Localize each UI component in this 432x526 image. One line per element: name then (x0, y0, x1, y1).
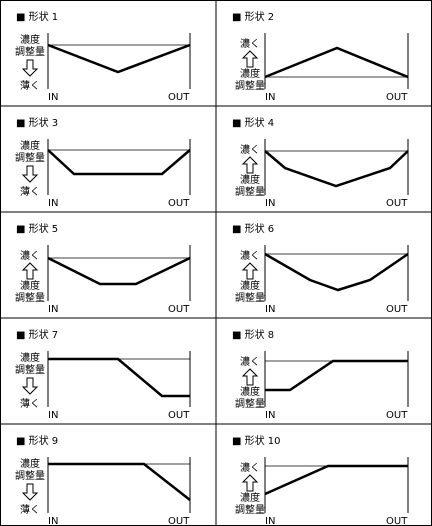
shape-line (264, 150, 409, 188)
direction-arrow (241, 368, 259, 386)
direction-arrow (241, 262, 259, 280)
end-label: 濃く (240, 355, 260, 368)
out-label: OUT (386, 304, 408, 315)
out-label: OUT (386, 410, 408, 421)
label-line: 濃度 (20, 279, 40, 292)
shape-line (265, 359, 408, 392)
panel-title: ■ 形状 7 (16, 328, 58, 341)
label-line: 調整量 (235, 79, 265, 92)
direction-arrow (241, 156, 259, 174)
shape-line (48, 357, 190, 398)
label-line: 調整量 (15, 291, 45, 304)
end-label: 濃く (20, 249, 40, 262)
in-label: IN (48, 516, 58, 526)
label-line: 濃度 (20, 351, 40, 364)
label-line: 濃度 (240, 385, 260, 398)
out-label: OUT (168, 92, 190, 103)
end-label: 濃く (240, 37, 260, 50)
direction-arrow (241, 50, 259, 68)
label-line: 調整量 (235, 503, 265, 516)
panel-title: ■ 形状 8 (232, 328, 274, 341)
direction-arrow (21, 165, 39, 183)
in-label: IN (265, 92, 275, 103)
out-label: OUT (168, 198, 190, 209)
label-line: 濃度 (240, 67, 260, 80)
in-label: IN (265, 304, 275, 315)
in-label: IN (48, 198, 58, 209)
out-label: OUT (168, 304, 190, 315)
out-label: OUT (168, 410, 190, 421)
shape-line (47, 43, 191, 74)
panel-title: ■ 形状 2 (232, 10, 274, 23)
label-line: 調整量 (15, 363, 45, 376)
panel-title: ■ 形状 1 (16, 10, 58, 23)
label-line: 濃度 (20, 33, 40, 46)
end-label: 濃く (240, 249, 260, 262)
shape-line (264, 252, 409, 292)
in-label: IN (48, 304, 58, 315)
label-line: 濃度 (240, 173, 260, 186)
panel-title: ■ 形状 10 (232, 434, 281, 447)
out-label: OUT (386, 92, 408, 103)
in-label: IN (265, 410, 275, 421)
direction-arrow (21, 483, 39, 501)
label-line: 調整量 (235, 185, 265, 198)
label-line: 濃度 (240, 491, 260, 504)
out-label: OUT (168, 516, 190, 526)
end-label: 薄く (20, 397, 40, 410)
label-line: 濃度 (20, 457, 40, 470)
direction-arrow (21, 59, 39, 77)
in-label: IN (265, 516, 275, 526)
end-label: 濃く (240, 143, 260, 156)
direction-arrow (21, 262, 39, 280)
shape-line (47, 256, 191, 286)
end-label: 薄く (20, 79, 40, 92)
out-label: OUT (386, 516, 408, 526)
end-label: 薄く (20, 503, 40, 516)
label-line: 調整量 (15, 469, 45, 482)
panel-title: ■ 形状 6 (232, 222, 274, 235)
panel-title: ■ 形状 9 (16, 434, 58, 447)
label-line: 調整量 (15, 45, 45, 58)
direction-arrow (241, 474, 259, 492)
end-label: 濃く (240, 461, 260, 474)
in-label: IN (48, 92, 58, 103)
end-label: 薄く (20, 185, 40, 198)
out-label: OUT (386, 198, 408, 209)
panel-title: ■ 形状 4 (232, 116, 274, 129)
direction-arrow (21, 377, 39, 395)
shape-line (264, 464, 408, 496)
label-line: 濃度 (240, 279, 260, 292)
shape-line (47, 149, 191, 176)
shape-line (48, 462, 191, 501)
panel-title: ■ 形状 3 (16, 116, 58, 129)
label-line: 濃度 (20, 139, 40, 152)
shape-line (264, 46, 409, 79)
panel-title: ■ 形状 5 (16, 222, 58, 235)
label-line: 調整量 (235, 291, 265, 304)
in-label: IN (48, 410, 58, 421)
label-line: 調整量 (235, 397, 265, 410)
in-label: IN (265, 198, 275, 209)
label-line: 調整量 (15, 151, 45, 164)
